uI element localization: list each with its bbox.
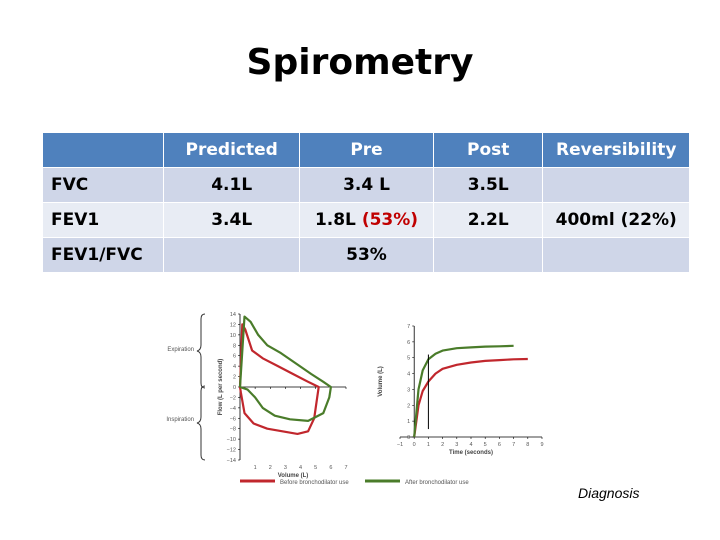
cell-predicted [163, 237, 301, 273]
table-row-fvc: FVC 4.1L 3.4 L 3.5L [41, 167, 690, 203]
y-tick-label: −14 [227, 458, 236, 464]
cell-reversibility [542, 167, 690, 203]
cell-post: 2.2L [432, 202, 544, 238]
header-cell-post: Post [432, 132, 544, 168]
y-tick-label: 2 [407, 403, 410, 409]
y-tick-label: 12 [230, 322, 236, 328]
series-before-bronchodilator [413, 357, 528, 438]
y-tick-label: 0 [407, 435, 410, 441]
x-tick-label: 2 [269, 465, 272, 471]
y-tick-label: −4 [230, 406, 236, 412]
brace-label-inspiration: Inspiration [166, 417, 194, 423]
header-cell-reversibility: Reversibility [542, 132, 690, 168]
x-tick-label: 3 [455, 442, 458, 448]
x-tick-label: 0 [413, 442, 416, 448]
y-tick-label: 2 [233, 375, 236, 381]
diagnosis-caption: Diagnosis [578, 485, 640, 501]
table-row-fev1-fvc: FEV1/FVC 53% [41, 237, 690, 273]
header-cell-predicted: Predicted [163, 132, 301, 168]
x-axis-label: Volume (L) [278, 473, 309, 479]
y-tick-label: 5 [407, 356, 410, 362]
row-label: FEV1/FVC [41, 237, 165, 273]
y-tick-label: −12 [227, 448, 236, 454]
legend-label-after: After bronchodilator use [405, 480, 469, 486]
x-tick-label: 7 [512, 442, 515, 448]
x-tick-label: 6 [498, 442, 501, 448]
header-cell-empty [41, 132, 165, 168]
y-tick-label: 14 [230, 312, 236, 318]
cell-post [432, 237, 544, 273]
y-tick-label: 8 [233, 343, 236, 349]
y-tick-label: 6 [233, 354, 236, 360]
y-tick-label: 1 [407, 419, 410, 425]
y-tick-label: −10 [227, 437, 236, 443]
table-header-row: Predicted Pre Post Reversibility [41, 132, 690, 168]
spirometry-figure: Expiration Inspiration 14121086420−2−4−6… [166, 312, 544, 486]
table-row-fev1: FEV1 3.4L 1.8L (53%) 2.2L 400ml (22%) [41, 202, 690, 238]
volume-time-chart: 0 1 2 3 4 5 6 7 −1 0 1 2 3 4 5 6 7 8 9 Time (seconds) Volume… [378, 324, 544, 456]
y-axis-label: Flow (L per second) [218, 359, 224, 416]
x-tick-label: −1 [397, 442, 403, 448]
y-tick-label: 4 [407, 372, 410, 378]
x-tick-label: 9 [540, 442, 543, 448]
legend-label-before: Before bronchodilator use [280, 480, 349, 486]
y-tick-label: 10 [230, 333, 236, 339]
brace-label-expiration: Expiration [167, 347, 194, 353]
cell-predicted: 4.1L [163, 167, 301, 203]
cell-pre: 53% [299, 237, 434, 273]
y-tick-label: −6 [230, 416, 236, 422]
inspiration-brace [196, 385, 206, 461]
y-tick-label: −2 [230, 395, 236, 401]
cell-pre-percent: (53%) [361, 210, 419, 230]
expiration-brace [196, 313, 206, 389]
cell-reversibility: 400ml (22%) [542, 202, 690, 238]
x-tick-label: 7 [344, 465, 347, 471]
x-tick-label: 1 [427, 442, 430, 448]
y-tick-label: 6 [407, 340, 410, 346]
x-tick-label: 4 [469, 442, 472, 448]
x-axis-label: Time (seconds) [449, 450, 493, 456]
header-cell-pre: Pre [299, 132, 434, 168]
x-tick-label: 3 [284, 465, 287, 471]
x-tick-label: 2 [441, 442, 444, 448]
slide-title: Spirometry [246, 42, 474, 83]
series-after-bronchodilator [238, 315, 332, 422]
cell-pre: 1.8L (53%) [299, 202, 434, 238]
y-tick-label: −8 [230, 427, 236, 433]
series-before-bronchodilator [238, 323, 320, 435]
series-after-bronchodilator [413, 344, 514, 438]
y-axis-label: Volume (L) [378, 366, 384, 397]
cell-reversibility [542, 237, 690, 273]
y-tick-label: 4 [233, 364, 236, 370]
row-label: FEV1 [41, 202, 165, 238]
x-tick-label: 5 [314, 465, 317, 471]
cell-post: 3.5L [432, 167, 544, 203]
cell-pre: 3.4 L [299, 167, 434, 203]
x-tick-label: 8 [526, 442, 529, 448]
x-tick-label: 4 [299, 465, 302, 471]
cell-pre-value: 1.8L [314, 210, 362, 230]
x-tick-label: 1 [254, 465, 257, 471]
y-tick-label: 7 [407, 324, 410, 330]
y-tick-label: 0 [233, 385, 236, 391]
x-tick-label: 6 [329, 465, 332, 471]
row-label: FVC [41, 167, 165, 203]
y-tick-label: 3 [407, 387, 410, 393]
x-tick-label: 5 [484, 442, 487, 448]
cell-predicted: 3.4L [163, 202, 301, 238]
spirometry-table: Predicted Pre Post Reversibility FVC 4.1… [41, 132, 690, 273]
